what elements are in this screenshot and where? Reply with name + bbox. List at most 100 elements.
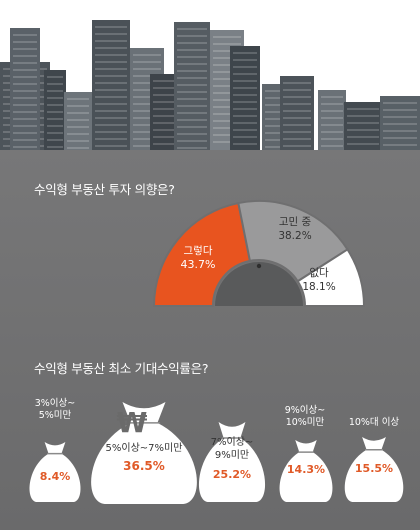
building-window-row — [283, 117, 311, 119]
building-window-row — [47, 83, 63, 85]
building-window-row — [133, 68, 161, 70]
building-window-row — [233, 80, 257, 82]
building-window-row — [13, 55, 37, 57]
building-window-row — [13, 90, 37, 92]
building-window-row — [95, 103, 127, 105]
building-window-row — [67, 147, 89, 149]
building-window-row — [283, 145, 311, 147]
building-window-row — [233, 129, 257, 131]
building-3 — [44, 70, 66, 152]
building-4 — [64, 92, 92, 152]
building-window-row — [177, 112, 207, 114]
building-window-row — [153, 101, 187, 103]
building-window-row — [347, 108, 379, 110]
money-bag-tuft-1 — [44, 442, 66, 454]
building-window-row — [213, 50, 241, 52]
building-window-row — [47, 111, 63, 113]
building-window-row — [321, 110, 343, 112]
building-window-row — [177, 98, 207, 100]
building-window-row — [213, 78, 241, 80]
money-bag-tuft-5 — [362, 437, 386, 450]
gauge-chart-title: 수익형 부동산 투자 의향은? — [34, 182, 175, 197]
building-window-row — [47, 139, 63, 141]
building-window-row — [265, 118, 283, 120]
building-window-row — [153, 143, 187, 145]
building-window-row — [283, 131, 311, 133]
building-window-row — [47, 90, 63, 92]
building-window-row — [347, 129, 379, 131]
building-10 — [230, 46, 260, 152]
building-window-row — [13, 69, 37, 71]
building-window-row — [133, 89, 161, 91]
building-window-row — [265, 132, 283, 134]
building-window-row — [347, 122, 379, 124]
building-window-row — [95, 117, 127, 119]
building-window-row — [153, 115, 187, 117]
building-window-row — [133, 124, 161, 126]
building-window-row — [213, 141, 241, 143]
building-window-row — [95, 47, 127, 49]
slice-label-no: 없다 18.1% — [294, 266, 344, 294]
building-window-row — [13, 132, 37, 134]
building-window-row — [153, 136, 187, 138]
building-window-row — [133, 110, 161, 112]
building-window-row — [13, 111, 37, 113]
building-window-row — [13, 83, 37, 85]
building-window-row — [283, 124, 311, 126]
building-window-row — [233, 87, 257, 89]
building-window-row — [47, 97, 63, 99]
money-bag-4 — [279, 452, 333, 502]
building-window-row — [177, 84, 207, 86]
building-window-row — [177, 91, 207, 93]
building-window-row — [47, 132, 63, 134]
building-window-row — [283, 89, 311, 91]
building-window-row — [265, 97, 283, 99]
slice-name-considering: 고민 중 — [278, 216, 312, 228]
building-window-row — [13, 41, 37, 43]
building-window-row — [383, 137, 417, 139]
building-window-row — [283, 96, 311, 98]
building-window-row — [47, 104, 63, 106]
building-window-row — [265, 146, 283, 148]
building-15 — [380, 96, 420, 152]
building-window-row — [13, 125, 37, 127]
building-window-row — [213, 71, 241, 73]
building-window-row — [283, 103, 311, 105]
building-window-row — [153, 87, 187, 89]
building-window-row — [213, 43, 241, 45]
building-window-row — [47, 76, 63, 78]
bag-label-4-line1: 9%이상~ — [284, 405, 326, 416]
building-window-row — [213, 106, 241, 108]
money-bag-tuft-2 — [122, 402, 166, 423]
building-window-row — [133, 103, 161, 105]
building-12 — [280, 76, 314, 152]
slice-value-yes: 43.7% — [180, 258, 216, 271]
money-bag-tuft-4 — [295, 440, 317, 453]
building-window-row — [133, 138, 161, 140]
building-window-row — [153, 129, 187, 131]
building-window-row — [233, 52, 257, 54]
building-14 — [344, 102, 382, 152]
building-window-row — [265, 90, 283, 92]
building-window-row — [265, 104, 283, 106]
building-window-row — [213, 134, 241, 136]
slice-name-no: 없다 — [309, 267, 329, 279]
building-window-row — [265, 111, 283, 113]
building-window-row — [177, 133, 207, 135]
building-window-row — [177, 105, 207, 107]
building-window-row — [47, 118, 63, 120]
won-sign-icon: ₩ — [117, 406, 148, 439]
building-window-row — [13, 62, 37, 64]
building-window-row — [233, 108, 257, 110]
building-window-row — [347, 143, 379, 145]
building-window-row — [13, 34, 37, 36]
building-window-row — [383, 109, 417, 111]
building-5 — [92, 20, 130, 152]
money-bag-3 — [198, 438, 266, 502]
building-window-row — [233, 66, 257, 68]
building-window-row — [177, 119, 207, 121]
bag-label-4-line2: 10%미만 — [285, 417, 325, 428]
building-window-row — [177, 126, 207, 128]
